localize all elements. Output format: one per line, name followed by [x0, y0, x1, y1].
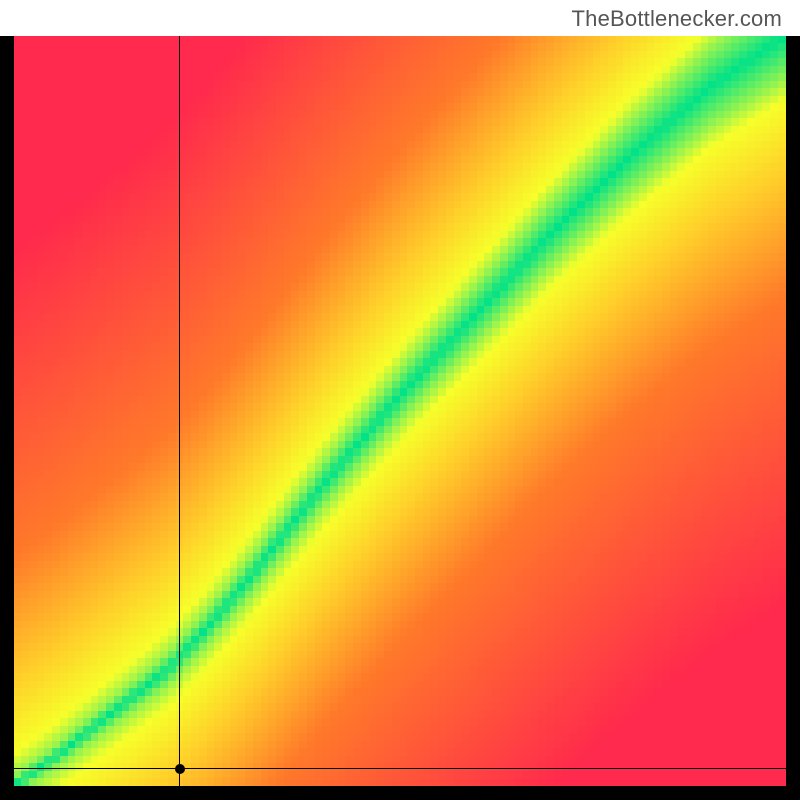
chart-frame: TheBottlenecker.com — [0, 0, 800, 800]
crosshair-vertical — [179, 36, 180, 786]
heatmap-plot — [0, 0, 800, 800]
crosshair-horizontal — [14, 768, 786, 769]
heatmap-canvas — [0, 0, 800, 800]
crosshair-marker — [175, 764, 185, 774]
watermark-text: TheBottlenecker.com — [572, 6, 782, 32]
